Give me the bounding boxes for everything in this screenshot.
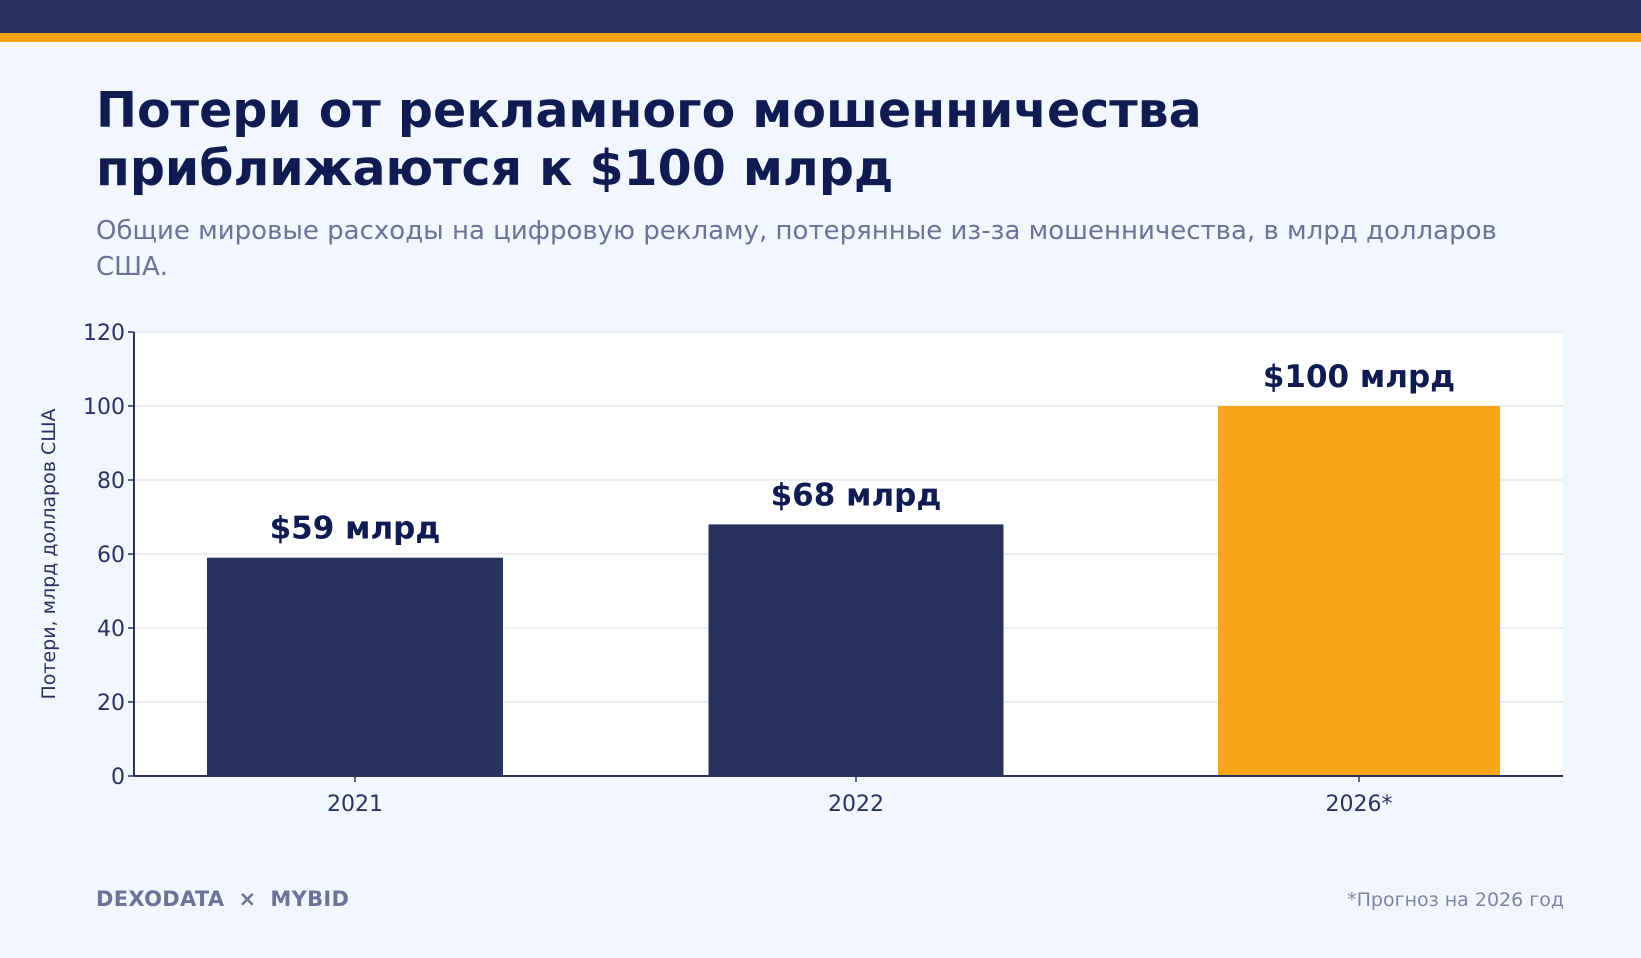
chart-title: Потери от рекламного мошенничества прибл… [96, 82, 1202, 197]
y-tick-label: 0 [111, 765, 125, 790]
bar-2026 [1218, 406, 1500, 776]
y-tick-label: 120 [83, 321, 125, 346]
x-tick-label: 2026* [1326, 792, 1393, 817]
bar-value-label: $100 млрд [1263, 359, 1455, 395]
y-axis-ticks: 0 20 40 60 80 100 120 [83, 321, 134, 790]
y-tick-label: 40 [97, 617, 125, 642]
x-tick-label: 2022 [828, 792, 884, 817]
y-tick-label: 20 [97, 691, 125, 716]
bars [207, 406, 1500, 776]
top-bar [0, 0, 1641, 33]
accent-stripe [0, 33, 1641, 42]
y-axis-label: Потери, млрд долларов США [38, 408, 60, 699]
y-tick-label: 100 [83, 395, 125, 420]
brand-mybid: MYBID [270, 887, 350, 911]
bar-2021 [207, 557, 503, 776]
brand-logo: DEXODATA × MYBID [96, 887, 349, 911]
bar-value-labels: $59 млрд $68 млрд $100 млрд [270, 359, 1456, 547]
brand-separator: × [238, 887, 257, 911]
forecast-footnote: *Прогноз на 2026 год [1347, 889, 1564, 911]
x-axis-ticks: 2021 2022 2026* [327, 776, 1393, 817]
bar-2022 [708, 524, 1004, 776]
bar-chart: $59 млрд $68 млрд $100 млрд 0 20 40 60 80 100 12… [38, 321, 1563, 817]
brand-dexodata: DEXODATA [96, 887, 225, 911]
y-tick-label: 80 [97, 469, 125, 494]
bar-value-label: $68 млрд [771, 477, 942, 513]
chart-subtitle: Общие мировые расходы на цифровую реклам… [96, 216, 1497, 282]
bar-value-label: $59 млрд [270, 511, 441, 547]
y-tick-label: 60 [97, 543, 125, 568]
x-tick-label: 2021 [327, 792, 383, 817]
